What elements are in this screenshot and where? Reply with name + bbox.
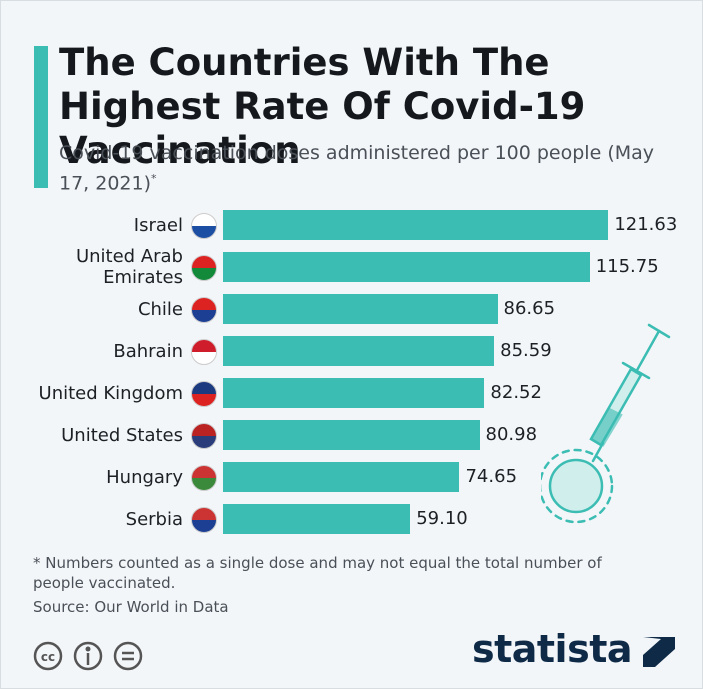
syringe-illustration [541, 323, 671, 524]
value-label: 86.65 [503, 298, 556, 319]
bar [223, 462, 460, 492]
svg-text:cc: cc [41, 650, 55, 664]
category-label: Israel [133, 214, 183, 236]
flag-icon [191, 255, 217, 281]
footnote: * Numbers counted as a single dose and m… [33, 554, 602, 592]
source: Source: Our World in Data [33, 598, 229, 616]
bar [223, 378, 485, 408]
category-label: Chile [137, 298, 183, 320]
flag-icon [191, 465, 217, 491]
bar [223, 252, 590, 282]
license-icons: cc [33, 641, 143, 671]
chart-subtitle: Covid-19 vaccination doses administered … [59, 141, 679, 196]
logo-mark [643, 637, 675, 667]
flag-icon [191, 297, 217, 323]
flag-icon [191, 507, 217, 533]
value-label: 80.98 [485, 424, 538, 445]
bar [223, 210, 609, 240]
bar [223, 504, 411, 534]
value-label: 121.63 [614, 214, 678, 235]
bar [223, 420, 480, 450]
flag-icon [191, 339, 217, 365]
bar [223, 336, 495, 366]
value-label: 74.65 [465, 466, 518, 487]
category-label: Serbia [125, 508, 183, 530]
bar [223, 294, 498, 324]
chart-title: The Countries With The Highest Rate Of C… [59, 41, 586, 172]
category-label: United Kingdom [38, 382, 183, 404]
category-label: Bahrain [113, 340, 183, 362]
category-label: United Arab Emirates [75, 246, 183, 288]
flag-icon [191, 423, 217, 449]
value-label: 85.59 [500, 340, 552, 361]
flag-icon [191, 213, 217, 239]
category-label: Hungary [106, 466, 183, 488]
value-label: 115.75 [595, 256, 659, 277]
value-label: 82.52 [490, 382, 542, 403]
subtitle-mark: * [151, 172, 157, 185]
logo: statista [471, 627, 633, 671]
accent-bar [34, 46, 48, 188]
subtitle-text: Covid-19 vaccination doses administered … [59, 142, 655, 195]
flag-icon [191, 381, 217, 407]
category-label: United States [61, 424, 183, 446]
value-label: 59.10 [416, 508, 468, 529]
